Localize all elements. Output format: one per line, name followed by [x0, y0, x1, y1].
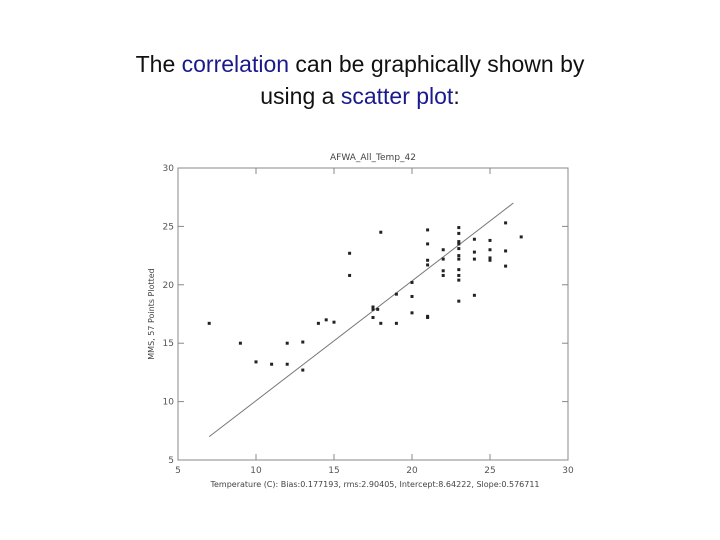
data-points [207, 221, 523, 372]
heading-highlight-correlation: correlation [181, 51, 290, 77]
scatter-point [348, 251, 352, 255]
scatter-point [426, 258, 430, 262]
scatter-point [207, 321, 211, 325]
scatter-point [441, 273, 445, 277]
scatter-point [504, 264, 508, 268]
scatter-point [488, 238, 492, 242]
scatter-point [371, 307, 375, 311]
plot-frame [177, 167, 569, 461]
scatter-point [488, 248, 492, 252]
scatter-point [441, 269, 445, 273]
y-tick-label: 15 [163, 339, 174, 349]
scatter-point [426, 316, 430, 320]
x-tick-label: 5 [175, 466, 181, 476]
scatter-point [457, 273, 461, 277]
heading-text: : [453, 83, 460, 109]
scatter-point [457, 257, 461, 261]
y-tick-label: 10 [163, 398, 175, 408]
regression-line [208, 202, 514, 438]
scatter-point [457, 299, 461, 303]
scatter-point [441, 248, 445, 252]
scatter-point [504, 249, 508, 253]
scatter-point [426, 242, 430, 246]
scatter-point [426, 228, 430, 232]
scatter-point [301, 368, 305, 372]
scatter-point [394, 292, 398, 296]
scatter-point [332, 320, 336, 324]
heading-text: using a [260, 83, 341, 109]
scatter-point [238, 341, 242, 345]
scatter-point [519, 235, 523, 239]
scatter-point [472, 293, 476, 297]
scatter-point [371, 316, 375, 320]
y-tick-label: 20 [163, 281, 175, 291]
heading-text: The [135, 51, 182, 77]
scatter-point [410, 280, 414, 284]
scatter-point [472, 250, 476, 254]
scatter-point [301, 340, 305, 344]
scatter-point [457, 254, 461, 258]
scatter-point [457, 278, 461, 282]
scatter-point [379, 321, 383, 325]
x-tick-label: 10 [250, 466, 262, 476]
x-tick-label: 20 [406, 466, 418, 476]
scatter-point [457, 226, 461, 230]
scatter-point [457, 247, 461, 251]
x-tick-label: 25 [484, 466, 495, 476]
scatter-point [285, 341, 289, 345]
scatter-point [324, 318, 328, 322]
y-tick-label: 5 [168, 456, 174, 466]
scatter-point [410, 294, 414, 298]
fit-line-group [208, 202, 514, 438]
scatter-point [394, 321, 398, 325]
scatter-point [371, 305, 375, 309]
scatter-point [348, 273, 352, 277]
slide-heading: The correlation can be graphically shown… [60, 48, 660, 112]
x-tick-label: 15 [328, 466, 339, 476]
scatter-point [457, 268, 461, 272]
x-axis-label: Temperature (C): Bias:0.177193, rms:2.90… [209, 480, 539, 489]
chart-title: AFWA_All_Temp_42 [330, 153, 416, 163]
axis-ticks: 5 10 15 20 25 30 5 10 15 20 25 30 [163, 164, 574, 476]
scatter-point [472, 257, 476, 261]
scatter-point [270, 362, 274, 366]
scatter-point [316, 321, 320, 325]
scatter-point [504, 221, 508, 225]
scatter-point [457, 240, 461, 244]
scatter-point [254, 360, 258, 364]
scatter-point [457, 242, 461, 246]
y-axis-label: MMS, 57 Points Plotted [147, 268, 156, 359]
y-tick-label: 25 [163, 222, 174, 232]
heading-highlight-scatter-plot: scatter plot [340, 83, 454, 109]
scatter-point [285, 362, 289, 366]
scatter-point [472, 237, 476, 241]
heading-text: can be graphically shown by [289, 51, 585, 77]
scatter-point [379, 230, 383, 234]
scatter-point [426, 263, 430, 267]
scatter-point [488, 258, 492, 262]
y-tick-label: 30 [163, 164, 175, 174]
scatter-point [457, 231, 461, 235]
x-tick-label: 30 [562, 466, 574, 476]
scatter-point [441, 257, 445, 261]
scatter-point [488, 256, 492, 260]
scatter-point [410, 311, 414, 315]
scatter-point [376, 307, 380, 311]
